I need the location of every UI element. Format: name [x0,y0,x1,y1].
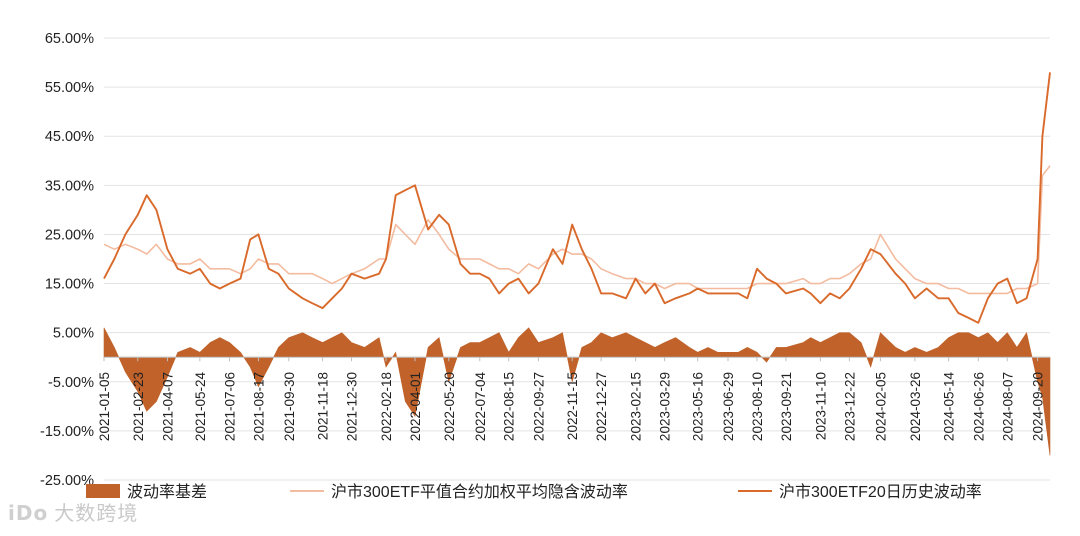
x-tick-label: 2023-03-29 [658,372,673,441]
series-lines [103,72,1051,324]
legend-label-implied-vol: 沪市300ETF平值合约加权平均隐含波动率 [331,483,628,501]
x-tick-label: 2021-11-18 [316,372,331,440]
x-tick-label: 2022-07-04 [473,372,488,442]
x-tick-label: 2023-08-10 [750,372,765,441]
x-tick-label: 2024-02-05 [873,372,888,441]
y-tick-label: 45.00% [45,129,94,145]
x-tick-label: 2021-08-17 [251,372,266,441]
y-tick-label: 5.00% [53,326,94,342]
x-tick-label: 2021-09-30 [282,372,297,441]
y-tick-label: 35.00% [45,178,94,194]
series-historical-vol-line [103,72,1051,324]
x-tick-label: 2024-03-26 [908,372,923,441]
x-tick-label: 2024-09-20 [1031,372,1046,441]
x-tick-label: 2023-05-16 [691,372,706,441]
legend-label-historical-vol: 沪市300ETF20日历史波动率 [779,483,982,501]
y-tick-label: -25.00% [40,473,94,489]
x-tick-label: 2023-12-22 [842,372,857,441]
y-tick-label: 25.00% [45,227,94,243]
x-tick-label: 2023-09-21 [779,372,794,441]
x-tick-label: 2023-11-10 [813,372,828,440]
x-tick-label: 2022-09-27 [531,372,546,441]
x-tick-label: 2022-05-20 [442,372,457,441]
series-basis-area-path [103,327,1051,456]
x-tick-label: 2022-04-01 [408,372,423,441]
legend-label-basis: 波动率基差 [127,483,207,501]
series-implied-vol-line [103,165,1051,295]
x-tick-label: 2022-11-15 [565,372,580,440]
x-tick-label: 2022-02-18 [379,372,394,441]
ido-logo-icon: iDo [8,501,49,525]
y-tick-label: 15.00% [45,277,94,293]
x-tick-label: 2021-01-05 [97,372,112,441]
x-tick-label: 2021-02-23 [131,372,146,441]
x-tick-label: 2022-08-15 [502,372,517,441]
x-axis-ticks: 2021-01-05 2021-02-23 2021-04-07 2021-05-24… [97,357,1046,441]
x-tick-label: 2021-12-30 [345,372,360,441]
x-tick-label: 2023-06-29 [721,372,736,441]
x-tick-label: 2021-04-07 [160,372,175,441]
x-tick-label: 2024-08-07 [1000,372,1015,441]
y-axis-ticks: 65.00% 55.00% 45.00% 35.00% 25.00% 15.00% 5.00… [40,31,94,489]
y-tick-label: -15.00% [40,424,94,440]
x-tick-label: 2023-02-15 [629,372,644,441]
y-tick-label: 55.00% [45,80,94,96]
x-tick-label: 2024-06-26 [971,372,986,441]
x-tick-label: 2022-12-27 [594,372,609,441]
watermark: iDo 大数跨境 [8,497,138,526]
series-basis-area [103,327,1051,456]
x-tick-label: 2021-07-06 [223,372,238,441]
watermark-text: 大数跨境 [54,501,139,525]
legend: 波动率基差 沪市300ETF平值合约加权平均隐含波动率 沪市300ETF20日历史波… [86,483,982,501]
y-tick-label: 65.00% [45,31,94,47]
y-tick-label: -5.00% [48,375,94,391]
x-tick-label: 2021-05-24 [193,372,208,442]
legend-swatch-basis [86,484,120,498]
x-tick-label: 2024-05-14 [942,372,957,442]
